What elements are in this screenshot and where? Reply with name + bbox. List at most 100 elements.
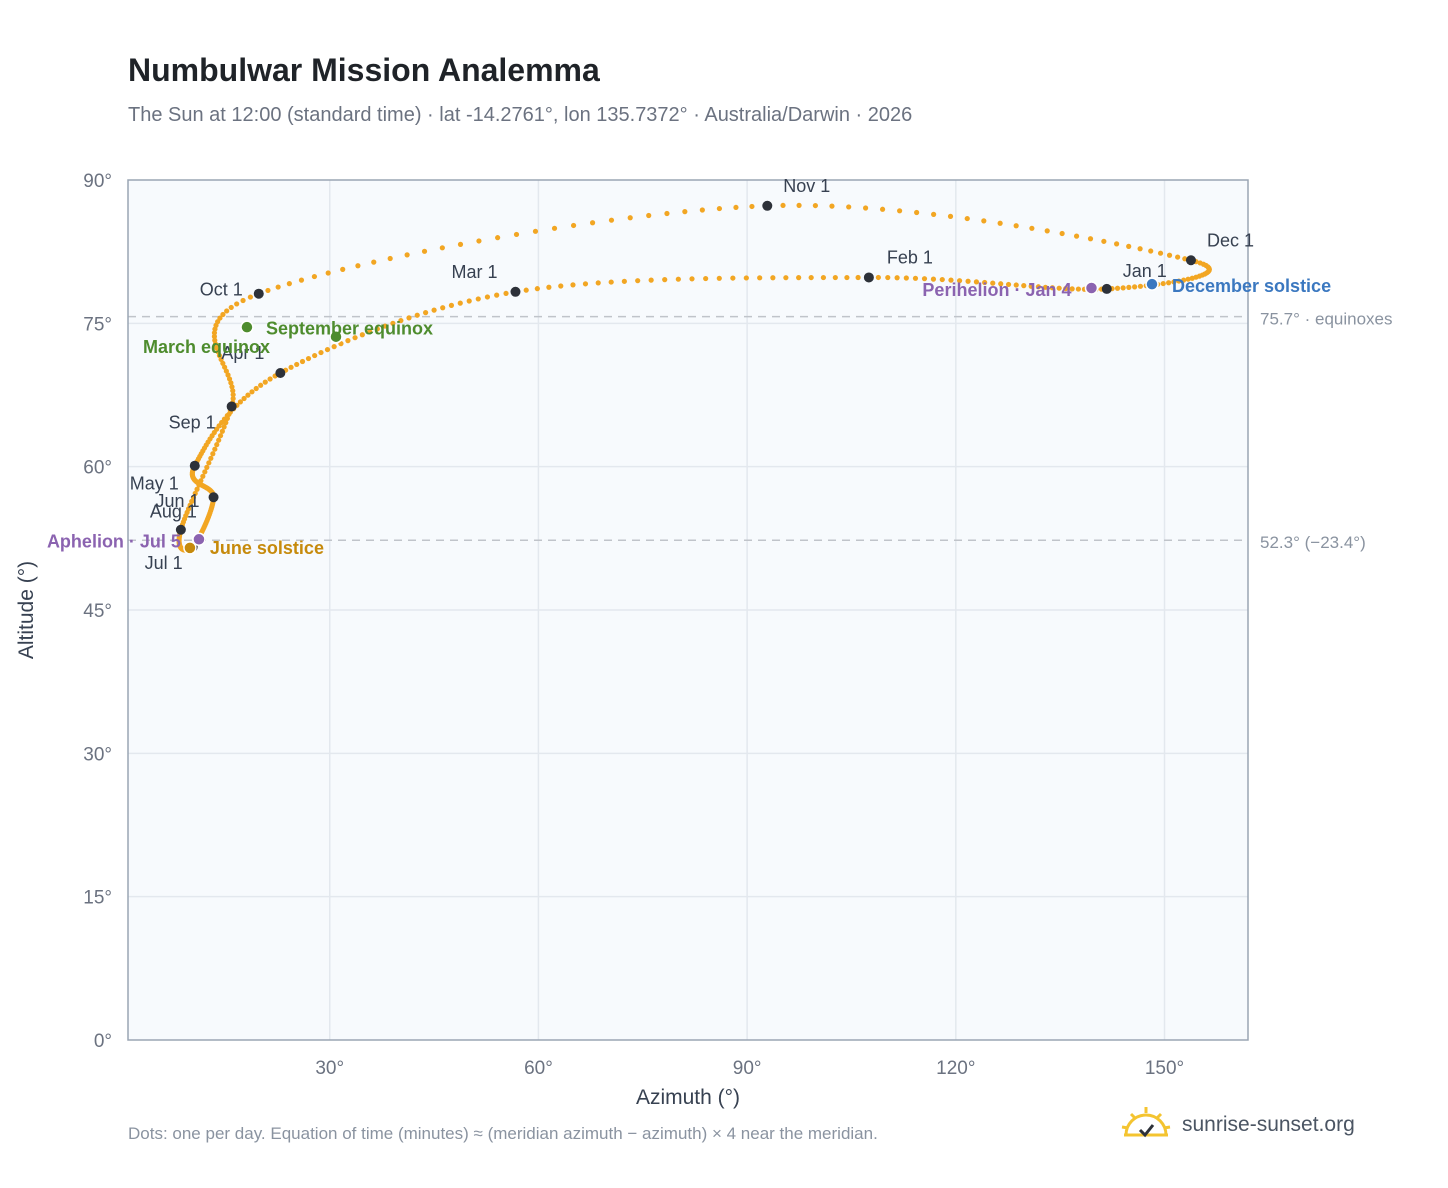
footnote: Dots: one per day. Equation of time (min…	[128, 1124, 878, 1143]
daily-dot	[371, 259, 377, 265]
daily-dot	[440, 305, 446, 311]
daily-dot	[216, 437, 222, 443]
daily-dot	[956, 278, 963, 284]
month-label: Feb 1	[887, 247, 933, 267]
month-marker	[253, 288, 264, 299]
daily-dot	[311, 273, 318, 280]
event-marker	[1145, 277, 1159, 291]
daily-dot	[202, 469, 208, 475]
month-marker	[208, 492, 219, 503]
daily-dot	[664, 210, 670, 217]
daily-dot	[359, 332, 365, 338]
daily-dot	[1021, 283, 1027, 289]
daily-dot	[421, 248, 428, 254]
month-marker	[226, 401, 237, 412]
daily-dot	[305, 355, 312, 362]
daily-dot	[885, 274, 891, 281]
daily-dot	[1166, 280, 1172, 286]
daily-dot	[532, 228, 539, 234]
brand-name: sunrise-sunset.org	[1182, 1113, 1355, 1136]
axis-ticks: 30° 60° 90° 120° 150° 0° 15° 30° 45° 60° 75° 90°	[83, 171, 1184, 1079]
daily-dot	[1137, 246, 1143, 252]
daily-dot	[780, 202, 786, 209]
y-axis-label: Altitude (°)	[15, 561, 38, 659]
daily-dot	[406, 315, 412, 321]
daily-dot	[1126, 284, 1132, 290]
daily-dot	[682, 209, 688, 215]
daily-dot	[230, 388, 236, 394]
daily-dot	[662, 277, 668, 283]
daily-dot	[355, 263, 361, 269]
daily-dot	[743, 275, 749, 281]
daily-dot	[648, 277, 654, 283]
daily-dot	[914, 209, 920, 216]
daily-dot	[1063, 285, 1069, 292]
event-marker	[183, 541, 197, 555]
daily-dot	[997, 220, 1003, 226]
daily-dot	[973, 279, 980, 285]
daily-dot	[1176, 278, 1182, 284]
daily-dot	[1029, 225, 1035, 231]
daily-dot	[862, 205, 869, 211]
month-label: Oct 1	[200, 280, 243, 300]
brand-logo[interactable]: sunrise-sunset.org	[1120, 1100, 1355, 1150]
plot-frame	[127, 179, 1249, 1041]
month-marker	[863, 272, 874, 283]
daily-dot	[749, 203, 755, 210]
daily-dot	[1132, 284, 1138, 290]
daily-dot	[219, 428, 225, 434]
x-tick-label: 30°	[315, 1058, 344, 1079]
month-label: Apr 1	[221, 343, 264, 363]
month-label: Jul 1	[145, 553, 183, 573]
daily-dot	[1148, 248, 1154, 254]
event-marker	[329, 329, 343, 344]
daily-dot	[258, 382, 264, 388]
daily-dot	[200, 473, 206, 479]
grid-lines	[128, 180, 1248, 1040]
daily-dot	[211, 333, 218, 340]
month-marker	[275, 368, 286, 379]
daily-dot	[494, 292, 500, 298]
daily-dot	[220, 360, 226, 366]
daily-dot	[1181, 277, 1187, 283]
daily-dot	[241, 395, 247, 402]
month-marker	[510, 286, 521, 297]
daily-dot	[223, 368, 229, 374]
daily-dot	[1005, 281, 1012, 288]
daily-dot	[1189, 275, 1195, 281]
daily-dot	[390, 320, 396, 326]
daily-dot	[570, 282, 576, 288]
daily-dot	[894, 275, 900, 281]
daily-dot	[689, 276, 695, 282]
reference-line-label: 52.3° (−23.4°)	[1260, 533, 1366, 552]
daily-dot	[796, 275, 802, 281]
daily-dot	[534, 286, 540, 292]
daily-dot	[299, 358, 306, 365]
daily-dot	[1114, 285, 1121, 291]
daily-dot	[237, 399, 243, 405]
daily-dot	[1120, 285, 1126, 291]
daily-dot	[627, 215, 633, 221]
daily-dot	[1175, 254, 1181, 260]
daily-dot	[783, 275, 789, 281]
daily-dot	[345, 338, 351, 344]
daily-dot	[1087, 236, 1094, 242]
daily-dot	[387, 255, 393, 262]
daily-dot	[716, 275, 722, 281]
daily-dot	[220, 311, 226, 318]
y-tick-label: 0°	[94, 1031, 112, 1052]
event-label: Perihelion · Jan 4	[922, 280, 1071, 300]
daily-dot	[1114, 241, 1120, 247]
daily-dot	[208, 455, 214, 461]
daily-dot	[912, 275, 919, 281]
daily-dot	[903, 275, 909, 281]
event-label: Aphelion · Jul 5	[47, 531, 181, 551]
x-axis-label: Azimuth (°)	[636, 1086, 740, 1109]
chart-subtitle: The Sun at 12:00 (standard time) · lat -…	[128, 104, 913, 126]
y-tick-label: 15°	[83, 888, 112, 909]
y-tick-label: 90°	[83, 171, 112, 192]
daily-dot	[212, 446, 218, 452]
